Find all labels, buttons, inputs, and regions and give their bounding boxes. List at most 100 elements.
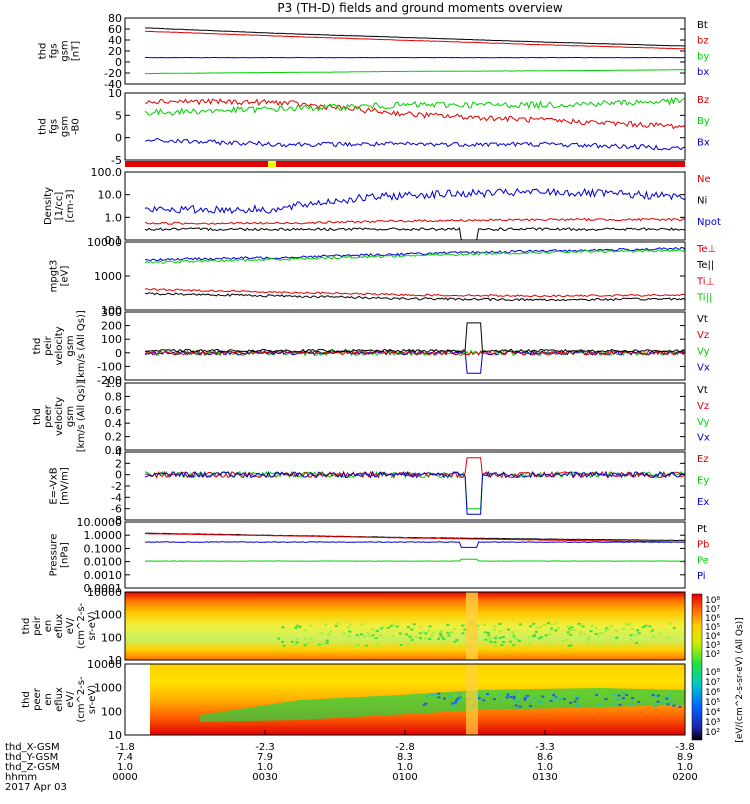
peir-spectrogram-cell [326,642,329,644]
peir-spectrogram-cell [298,626,301,628]
colorbar-tick-label: 10⁵ [705,698,720,708]
panel-ylabel: Pressure[nPa] [49,534,71,577]
panel-peir_vel: 3002001000-100-200thdpeirvelocitygsm[km/… [32,306,710,387]
peir-spectrogram-cell [629,639,632,641]
colorbar-tick-label: 10⁸ [705,668,720,678]
ytick-label: 0.0010 [84,569,123,582]
peir-spectrogram-cell [463,629,466,631]
peir-spectrogram-cell [658,632,661,634]
peir-spectrogram-cell [547,622,550,624]
colorbar-scale [692,594,702,740]
Ey-series [145,472,685,509]
ytick-label: 100.0 [91,166,123,179]
peir-spectrogram-cell [489,639,492,641]
peer-spectrogram-cell [622,697,625,699]
peir-spectrogram-cell [635,642,638,644]
legend-Vx: Vx [697,433,710,444]
peir-spectrogram-cell [538,637,541,639]
peir-spectrogram-cell [432,632,435,634]
peir-spectrogram-cell [487,634,490,636]
panel-peer_vel: 1.00.80.60.40.20.0thdpeervelocitygsm[km/… [32,377,710,457]
peir-spectrogram-cell [320,632,323,634]
Ni-series [145,189,685,213]
peir-spectrogram-cell [415,636,418,638]
peir-spectrogram-cell [532,635,535,637]
peir-spectrogram-cell [568,645,571,647]
peir-spectrogram-cell [512,644,515,646]
ytick-label: 10.0000 [77,516,123,529]
peir-spectrogram-cell [607,628,610,630]
peir-spectrogram-cell [296,638,299,640]
peir-spectrogram-cell [304,644,307,646]
peer-spectrogram-cell [578,703,581,705]
peir-spectrogram-cell [622,628,625,630]
peer-spectrogram-cell [550,700,553,702]
peir-spectrogram-cell [405,633,408,635]
peir-spectrogram-cell [610,625,613,627]
peir-spectrogram-cell [490,641,493,643]
ytick-label: 10 [108,729,122,742]
peir-spectrogram-cell [345,644,348,646]
peir-spectrogram-cell [437,638,440,640]
peir-spectrogram-cell [439,633,442,635]
peer-spectrogram-cell [451,702,454,704]
peer-spectrogram-cell [569,702,572,704]
ytick-label: 10 [108,87,122,100]
panel-ylabel: thdfgsgsm-B0 [38,116,82,137]
panel-ylabel: thdpeirvelocitygsm[km/s (All Qs)] [32,310,87,382]
peir-spectrogram [125,592,685,660]
peer-spectrogram-cell [437,696,440,698]
peir-spectrogram-cell [586,642,589,644]
ytick-label: 0.6 [105,404,123,417]
peer-spectrogram-cell [672,705,675,707]
ytick-label: -100 [97,360,122,373]
ytick-label: 0 [115,347,122,360]
ytick-label: 10000 [87,658,122,671]
peir-spectrogram-cell [304,638,307,640]
peir-spectrogram-cell [293,644,296,646]
peir-spectrogram-cell [502,641,505,643]
peer-spectrogram-cell [518,706,521,708]
peir-spectrogram-cell [430,635,433,637]
peer-spectrogram-cell [506,696,509,698]
peer-spectrogram-cell [558,698,561,700]
peir-spectrogram-cell [500,644,503,646]
peer-spectrogram-cell [498,694,501,696]
peir-spectrogram-cell [507,629,510,631]
Npot-series [145,228,685,240]
Ex-series [145,472,685,515]
peir-spectrogram-cell [375,637,378,639]
peir-spectrogram-cell [410,628,413,630]
ytick-label: 0.0100 [84,556,123,569]
peir-spectrogram-cell [516,638,519,640]
panel-frame-fgs [125,18,685,84]
ytick-label: 1.0 [105,211,123,224]
Ti-par-series [145,250,685,264]
panel-ylabel: thdpeerenefluxeV/(cm^2-s-sr-eV) [21,676,98,723]
peir-spectrogram-cell [604,630,607,632]
peer-spectrogram-cell [482,699,485,701]
panel-frame-peir_vel [125,312,685,380]
peir-spectrogram-cell [642,626,645,628]
peir-spectrogram-cell [570,626,573,628]
colorbar-tick-label: 10⁷ [705,678,720,688]
peir-spectrogram-cell [281,626,284,628]
Pi-series [145,542,685,548]
peir-spectrogram-cell [550,623,553,625]
peir-spectrogram-cell [419,626,422,628]
colorbar: [eV/(cm^2-s-sr-eV) (All Qs)] 10⁸10⁷10⁶10… [692,594,745,743]
peir-spectrogram-cell [356,634,359,636]
peir-spectrogram-cell [598,643,601,645]
panel-frame-pressure [125,522,685,588]
peir-spectrogram-cell [371,634,374,636]
peir-spectrogram-cell [669,623,672,625]
peer-spectrogram-cell [577,695,580,697]
peer-spectrogram-cell [662,702,665,704]
legend-Vt: Vt [697,314,708,325]
peer-spectrogram-cell [595,694,598,696]
peir-spectrogram-cell [557,627,560,629]
bz-series [145,31,685,49]
